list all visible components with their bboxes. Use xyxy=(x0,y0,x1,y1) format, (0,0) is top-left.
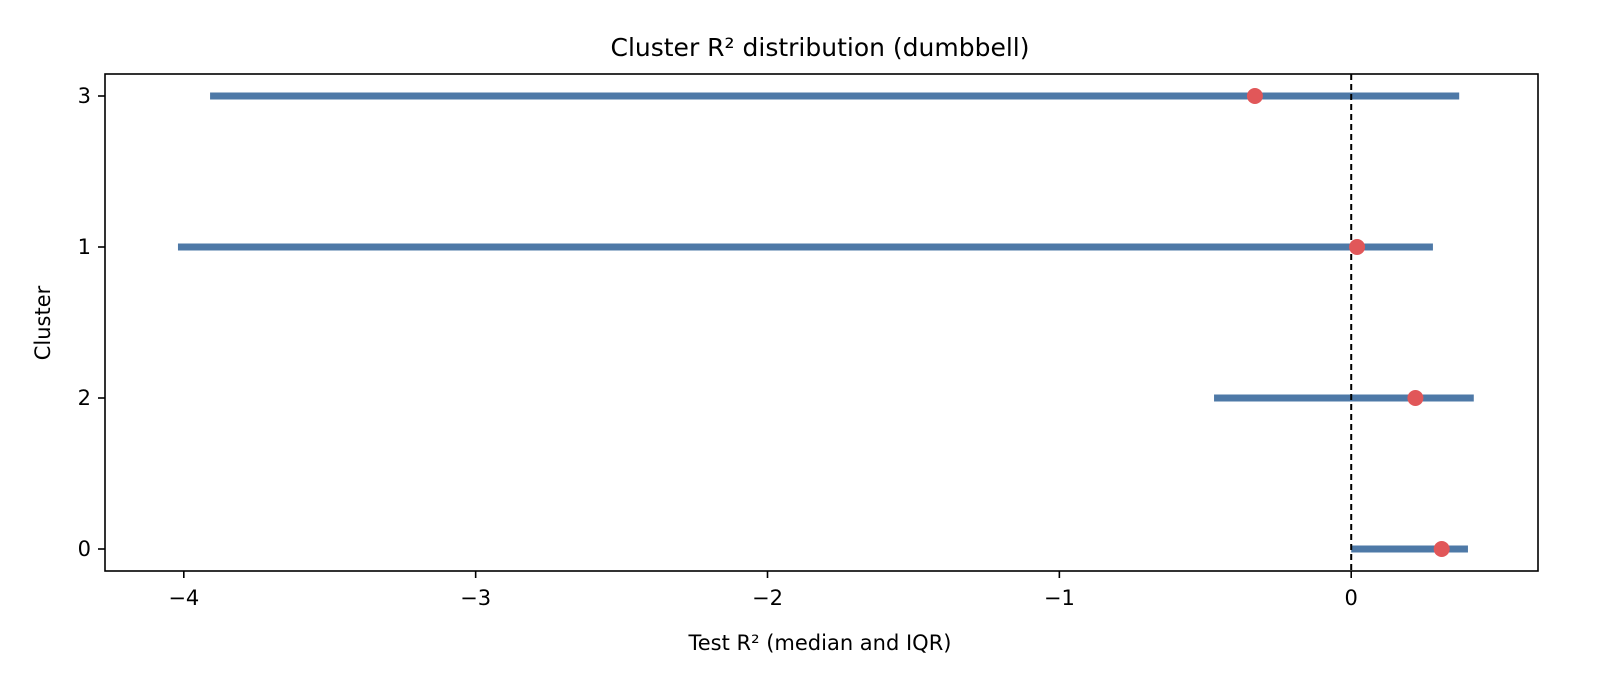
x-tick-label: 0 xyxy=(1345,586,1358,610)
y-tick-label: 2 xyxy=(78,386,91,410)
median-dot-cluster-0 xyxy=(1433,541,1450,557)
plot-frame xyxy=(104,73,1539,572)
y-tick-label: 3 xyxy=(78,84,91,108)
x-axis: −4 −3 −2 −1 0 xyxy=(168,571,1358,610)
y-axis-label: Cluster xyxy=(31,285,55,360)
x-tick-label: −1 xyxy=(1044,586,1075,610)
chart-title: Cluster R² distribution (dumbbell) xyxy=(610,33,1029,62)
median-dot-cluster-2 xyxy=(1407,390,1424,406)
y-axis: 0 2 1 3 xyxy=(78,84,105,561)
x-tick-label: −3 xyxy=(460,586,491,610)
y-tick-label: 0 xyxy=(78,537,91,561)
median-dot-cluster-1 xyxy=(1349,239,1366,255)
x-axis-label: Test R² (median and IQR) xyxy=(688,631,952,655)
plot-area xyxy=(177,74,1474,571)
median-dot-cluster-3 xyxy=(1246,88,1263,104)
x-tick-label: −4 xyxy=(168,586,199,610)
y-tick-label: 1 xyxy=(78,235,91,259)
x-tick-label: −2 xyxy=(752,586,783,610)
